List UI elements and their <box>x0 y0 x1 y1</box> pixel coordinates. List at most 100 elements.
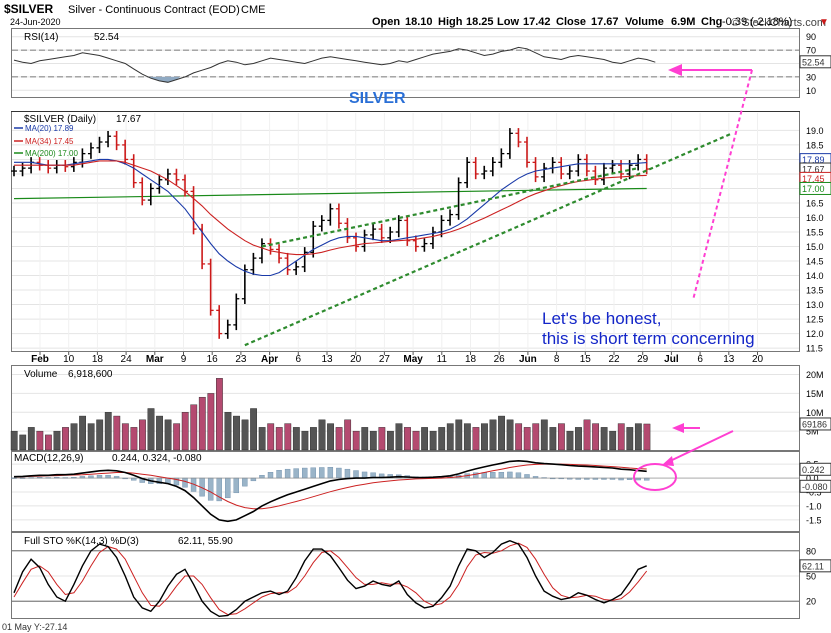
volume-bar <box>87 423 95 451</box>
price-badge-1: 17.67 <box>802 165 825 175</box>
macd-tick-label: 0.0 <box>806 474 819 484</box>
volume-bar <box>190 404 198 451</box>
ma200-line <box>13 187 647 200</box>
volume-bar <box>549 427 557 451</box>
volume-bar <box>19 434 27 451</box>
ohlc-low-label: Low <box>497 16 519 28</box>
rsi-value-badge-box <box>799 55 831 69</box>
x-axis-label: 23 <box>235 354 247 365</box>
volume-arrowhead-icon <box>672 423 684 433</box>
volume-bar <box>472 427 480 451</box>
volume-bar <box>181 412 189 451</box>
volume-bar <box>173 423 181 451</box>
x-axis-label: 22 <box>608 354 620 365</box>
macd-line <box>13 459 647 523</box>
volume-bar <box>609 430 617 451</box>
footer-text: 01 May Y:-27.14 <box>2 622 67 632</box>
rsi-arrowhead-icon <box>668 64 682 76</box>
volume-bar <box>113 415 121 451</box>
ohlc-high-label: High <box>438 16 463 28</box>
macd-histogram-bar <box>524 474 530 479</box>
volume-bar <box>10 430 18 451</box>
volume-tick-label: 15M <box>806 389 824 399</box>
volume-bar <box>27 427 35 451</box>
volume-bar <box>130 427 138 451</box>
macd-histogram-bar <box>259 475 265 479</box>
volume-bar <box>575 427 582 451</box>
x-axis-label: 13 <box>723 354 735 365</box>
sto-tick-label: 80 <box>806 546 816 556</box>
volume-bar <box>344 419 352 451</box>
macd-label: MACD(12,26,9) <box>14 453 83 464</box>
price-badge-3-box <box>799 181 831 195</box>
rsi-tick-label: 70 <box>806 46 816 56</box>
volume-bar <box>241 419 249 451</box>
price-tick-label: 16.5 <box>806 198 824 208</box>
ohlc-high-value: 18.25 <box>466 16 494 28</box>
volume-bar <box>387 430 394 451</box>
macd-histogram-bar <box>130 477 137 481</box>
legend-ma20: MA(20) 17.89 <box>25 124 74 133</box>
volume-bar <box>104 412 112 451</box>
volume-bar <box>164 419 172 451</box>
macd-arrow-line <box>667 430 734 463</box>
volume-label: Volume <box>24 369 58 380</box>
price-tick-label: 19.0 <box>806 126 824 136</box>
x-axis-label: 27 <box>379 354 391 365</box>
pink-dashed-projection <box>692 69 753 301</box>
rsi-value-badge: 52.54 <box>802 57 825 67</box>
lower-channel-line <box>244 132 733 347</box>
price-badge-0: 17.89 <box>802 155 825 165</box>
legend-ma34: MA(34) 17.45 <box>25 137 74 146</box>
macd-signal-line <box>13 463 647 510</box>
macd-histogram-bar <box>293 468 299 479</box>
volume-bar <box>121 423 129 451</box>
legend-ma200: MA(200) 17.00 <box>25 149 78 158</box>
macd-histogram-bar <box>105 475 111 479</box>
sto-d-line <box>13 542 648 616</box>
macd-histogram-bar <box>96 475 103 479</box>
volume-bar <box>258 427 266 451</box>
price-badge-3: 17.00 <box>802 184 825 194</box>
price-tick-label: 12.5 <box>806 315 824 325</box>
volume-bar <box>378 427 386 451</box>
rsi-line <box>13 46 656 83</box>
chg-down-arrow-icon: ▼ <box>819 17 829 28</box>
volume-value: 6,918,600 <box>68 369 113 380</box>
upper-channel-line <box>261 167 639 248</box>
x-axis-label: Jun <box>519 354 537 365</box>
macd-histogram-bar <box>515 472 522 479</box>
volume-bar <box>421 427 428 451</box>
volume-bar <box>284 423 292 451</box>
macd-histogram-bar <box>490 472 496 479</box>
volume-value-badge: 69186 <box>802 419 827 429</box>
volume-bar <box>198 396 206 451</box>
ohlc-chg-value: -0.39 (-2.18%) <box>722 16 792 28</box>
price-label: $SILVER (Daily) <box>24 114 96 125</box>
sto-tick-label: 20 <box>806 597 816 607</box>
x-axis-label: 18 <box>92 354 104 365</box>
volume-bar <box>634 423 642 451</box>
price-badge-2: 17.45 <box>802 174 825 184</box>
volume-bar <box>583 419 591 451</box>
macd-histogram-bar <box>310 467 316 479</box>
macd-histogram-bar <box>182 477 188 488</box>
volume-bar <box>53 430 61 451</box>
macd-histogram-bar <box>302 467 308 479</box>
volume-bar <box>267 423 275 451</box>
ohlc-volume-label: Volume <box>625 16 664 28</box>
volume-bar <box>369 430 377 451</box>
macd-histogram-bar <box>284 468 291 479</box>
ohlc-open-value: 18.10 <box>405 16 433 28</box>
macd-histogram-bar <box>353 470 359 479</box>
price-tick-label: 16.0 <box>806 213 824 223</box>
volume-bar <box>481 423 488 451</box>
macd-histogram-bar <box>242 477 248 487</box>
brand-label: © StockCharts.com <box>731 17 826 29</box>
sto-value-badge: 62.11 <box>802 561 824 571</box>
volume-bar <box>523 427 531 451</box>
volume-bar <box>207 393 215 451</box>
price-tick-label: 15.0 <box>806 242 824 252</box>
comment-line-1: Let's be honest, <box>542 309 662 328</box>
